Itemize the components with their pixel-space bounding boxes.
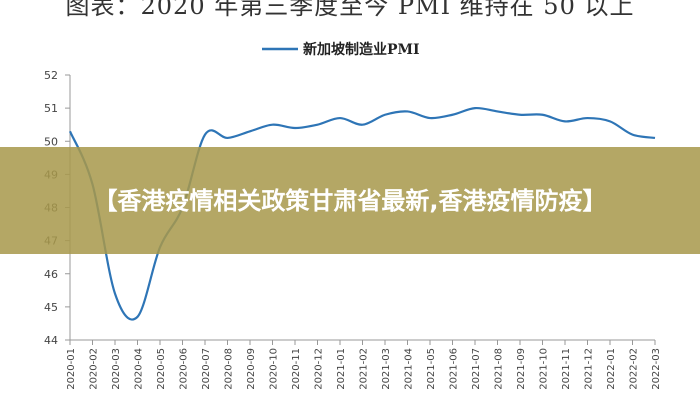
data-point — [69, 130, 71, 132]
data-point — [361, 123, 363, 125]
x-tick-label: 2020-12 — [314, 348, 325, 390]
x-tick-label: 2021-02 — [359, 348, 370, 390]
x-tick-label: 2020-06 — [179, 348, 190, 390]
x-tick-label: 2022-01 — [606, 348, 617, 390]
x-tick-label: 2021-03 — [381, 348, 392, 390]
data-point — [384, 114, 386, 116]
legend-label: 新加坡制造业PMI — [303, 41, 420, 58]
data-point — [631, 133, 633, 135]
y-tick-label: 51 — [44, 102, 58, 115]
y-tick-label: 46 — [44, 268, 58, 281]
x-tick-label: 2020-08 — [224, 348, 235, 390]
x-tick-label: 2020-09 — [246, 348, 257, 390]
data-point — [339, 117, 341, 119]
data-point — [114, 292, 116, 294]
data-point — [226, 137, 228, 139]
x-tick-label: 2022-03 — [651, 348, 662, 390]
x-tick-label: 2021-10 — [539, 348, 550, 390]
y-tick-label: 44 — [44, 334, 58, 347]
x-tick-label: 2020-01 — [66, 348, 77, 390]
data-point — [271, 123, 273, 125]
article-title-banner: 【香港疫情相关政策甘肃省最新,香港疫情防疫】 — [0, 147, 700, 254]
data-point — [136, 316, 138, 318]
x-tick-label: 2020-03 — [111, 348, 122, 390]
x-tick-label: 2020-04 — [134, 348, 145, 390]
x-tick-label: 2021-06 — [449, 348, 460, 390]
data-point — [609, 120, 611, 122]
data-point — [586, 117, 588, 119]
data-point — [316, 123, 318, 125]
top-title: 图表：2020 年第三季度至今 PMI 维持在 50 以上 — [65, 0, 635, 20]
x-tick-label: 2021-12 — [584, 348, 595, 390]
x-tick-label: 2021-11 — [561, 348, 572, 390]
x-tick-label: 2020-05 — [156, 348, 167, 390]
x-tick-label: 2020-02 — [89, 348, 100, 390]
data-point — [654, 137, 656, 139]
x-tick-label: 2020-07 — [201, 348, 212, 390]
data-point — [496, 110, 498, 112]
data-point — [519, 114, 521, 116]
data-point — [294, 127, 296, 129]
x-axis-ticks: 2020-01 2020-02 2020-03 2020-04 2020-05 2020-… — [66, 340, 662, 390]
data-point — [429, 117, 431, 119]
x-tick-label: 2022-02 — [629, 348, 640, 390]
x-tick-label: 2020-10 — [269, 348, 280, 390]
data-point — [204, 133, 206, 135]
x-tick-label: 2021-07 — [471, 348, 482, 390]
data-point — [406, 110, 408, 112]
x-tick-label: 2021-09 — [516, 348, 527, 390]
x-tick-label: 2021-08 — [494, 348, 505, 390]
x-tick-label: 2020-11 — [291, 348, 302, 390]
y-tick-label: 50 — [44, 135, 58, 148]
x-tick-label: 2021-01 — [336, 348, 347, 390]
chart-legend: 新加坡制造业PMI — [262, 41, 420, 58]
y-tick-label: 45 — [44, 301, 58, 314]
data-point — [564, 120, 566, 122]
data-point — [541, 114, 543, 116]
article-title[interactable]: 【香港疫情相关政策甘肃省最新,香港疫情防疫】 — [93, 186, 607, 215]
y-tick-label: 52 — [44, 69, 58, 82]
data-point — [249, 130, 251, 132]
data-point — [451, 114, 453, 116]
x-tick-label: 2021-05 — [426, 348, 437, 390]
x-tick-label: 2021-04 — [404, 348, 415, 390]
data-point — [474, 107, 476, 109]
